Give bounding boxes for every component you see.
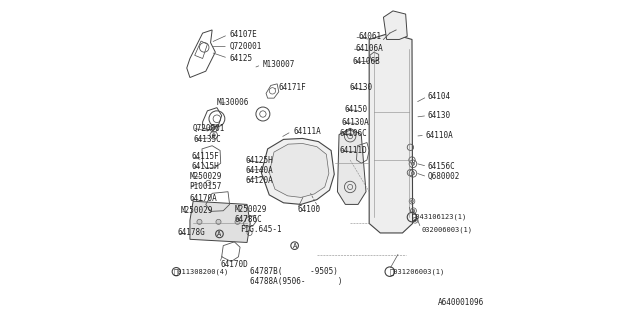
Text: FIG.645-1: FIG.645-1 — [240, 225, 282, 234]
Text: 64135C: 64135C — [193, 135, 221, 144]
Text: 64106A: 64106A — [356, 44, 383, 53]
Text: 64100: 64100 — [298, 205, 321, 214]
Text: 64787B(      -9505): 64787B( -9505) — [250, 267, 338, 276]
Text: 64125: 64125 — [230, 54, 253, 63]
Polygon shape — [337, 128, 366, 204]
Text: 64130: 64130 — [350, 83, 373, 92]
Circle shape — [212, 127, 215, 130]
Text: 64120A: 64120A — [246, 176, 273, 185]
Text: M250029: M250029 — [189, 172, 221, 181]
Text: 64110A: 64110A — [426, 131, 453, 140]
Text: ①043106123(1): ①043106123(1) — [412, 214, 467, 220]
Circle shape — [414, 219, 417, 221]
Text: Ⓟ031206003(1): Ⓟ031206003(1) — [390, 268, 445, 275]
Text: 64111D: 64111D — [339, 146, 367, 155]
Text: 64115H: 64115H — [191, 163, 220, 172]
Text: 64125H: 64125H — [246, 156, 273, 164]
Text: 64104: 64104 — [428, 92, 451, 101]
Text: Q720001: Q720001 — [230, 42, 262, 51]
Text: A640001096: A640001096 — [437, 298, 484, 307]
Text: 64140A: 64140A — [246, 166, 273, 175]
Text: 64178G: 64178G — [177, 228, 205, 237]
Text: 64150: 64150 — [345, 105, 368, 114]
Text: Ⓐ011308200(4): Ⓐ011308200(4) — [173, 268, 228, 275]
Polygon shape — [261, 139, 334, 204]
Text: 64130A: 64130A — [341, 118, 369, 127]
Text: 64786C: 64786C — [234, 215, 262, 224]
Text: 64111A: 64111A — [293, 127, 321, 136]
Polygon shape — [269, 143, 329, 197]
Circle shape — [212, 134, 215, 137]
Text: Q720001: Q720001 — [193, 124, 225, 133]
Polygon shape — [190, 201, 250, 243]
Text: Q680002: Q680002 — [428, 172, 460, 181]
Text: 64106C: 64106C — [340, 129, 367, 138]
Text: 64171F: 64171F — [279, 83, 307, 92]
Text: 032006003(1): 032006003(1) — [422, 227, 472, 233]
Text: 64061: 64061 — [358, 32, 381, 41]
Circle shape — [412, 162, 415, 165]
Text: M250029: M250029 — [234, 205, 267, 214]
Text: 64170A: 64170A — [190, 194, 218, 203]
Circle shape — [235, 219, 240, 224]
Text: 64788A(9506-       ): 64788A(9506- ) — [250, 277, 342, 286]
Circle shape — [216, 219, 221, 224]
Text: 64106B: 64106B — [353, 57, 380, 66]
Circle shape — [411, 200, 413, 203]
Text: A: A — [292, 243, 297, 249]
Text: 64170D: 64170D — [220, 260, 248, 269]
Text: 64107E: 64107E — [230, 30, 257, 39]
Polygon shape — [369, 33, 413, 233]
Text: 64115F: 64115F — [191, 152, 220, 161]
Text: M130007: M130007 — [263, 60, 295, 69]
Text: 64156C: 64156C — [428, 162, 456, 171]
Circle shape — [412, 210, 415, 212]
Polygon shape — [383, 11, 407, 39]
Circle shape — [197, 219, 202, 224]
Text: P100157: P100157 — [189, 182, 221, 191]
Text: M250029: M250029 — [180, 206, 212, 215]
Circle shape — [412, 172, 415, 175]
Text: M130006: M130006 — [217, 99, 249, 108]
Text: A: A — [218, 231, 221, 237]
Text: 64130: 64130 — [428, 111, 451, 120]
